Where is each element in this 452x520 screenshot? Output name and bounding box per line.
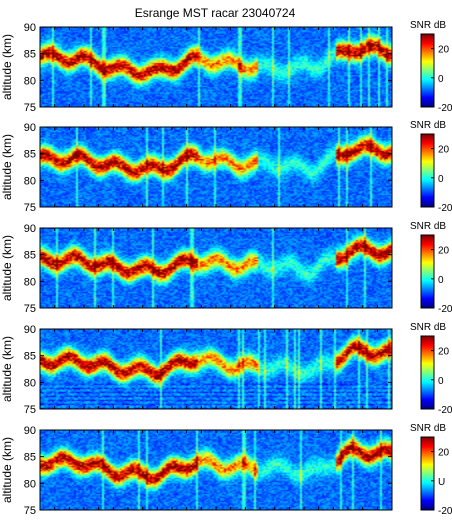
y-tick-label: 75: [24, 102, 36, 114]
colorbar-tick-label: -20: [438, 203, 452, 214]
y-tick-label: 90: [24, 22, 36, 34]
y-tick-label: 80: [24, 377, 36, 389]
colorbar-tick-label: 20: [438, 45, 450, 56]
y-axis-label: altitude (km): [0, 235, 14, 301]
y-tick-label: 85: [24, 149, 36, 161]
colorbar-tick-label: -20: [438, 405, 452, 416]
y-tick-label: 75: [24, 404, 36, 416]
snr-heatmap-1: [40, 27, 392, 107]
colorbar-4: [421, 336, 434, 409]
snr-heatmap-2: [40, 127, 392, 207]
colorbar-tick-label: 0: [438, 174, 444, 185]
colorbar-label: SNR dB: [410, 423, 446, 434]
y-tick-label: 85: [24, 351, 36, 363]
colorbar-tick-label: 0: [438, 275, 444, 286]
colorbar-tick-label: -20: [438, 304, 452, 315]
y-tick-label: 90: [24, 425, 36, 437]
colorbar-tick-label: 20: [438, 145, 450, 156]
colorbar-label: SNR dB: [410, 221, 446, 232]
y-tick-label: 85: [24, 452, 36, 464]
snr-heatmap-5: [40, 430, 392, 510]
snr-heatmap-3: [40, 228, 392, 308]
colorbar-frame: [420, 234, 435, 309]
y-tick-label: 75: [24, 202, 36, 214]
colorbar-1: [421, 34, 434, 107]
colorbar-label: SNR dB: [410, 120, 446, 131]
snr-heatmap-4: [40, 329, 392, 409]
y-tick-label: 80: [24, 276, 36, 288]
y-tick-label: 80: [24, 175, 36, 187]
figure-title: Esrange MST racar 23040724: [135, 6, 296, 20]
colorbar-label: SNR dB: [410, 322, 446, 333]
y-tick-label: 75: [24, 303, 36, 315]
colorbar-tick-label: 0: [438, 376, 444, 387]
colorbar-frame: [420, 33, 435, 108]
y-tick-label: 90: [24, 122, 36, 134]
colorbar-2: [421, 134, 434, 207]
y-axis-label: altitude (km): [0, 437, 14, 503]
colorbar-tick-label: U: [438, 477, 445, 488]
colorbar-tick-label: 20: [438, 246, 450, 257]
y-tick-label: 90: [24, 223, 36, 235]
colorbar-tick-label: 0: [438, 74, 444, 85]
colorbar-3: [421, 235, 434, 308]
colorbar-frame: [420, 133, 435, 208]
colorbar-frame: [420, 335, 435, 410]
colorbar-5: [421, 437, 434, 510]
colorbar-tick-label: -20: [438, 506, 452, 517]
y-tick-label: 90: [24, 324, 36, 336]
y-axis-label: altitude (km): [0, 336, 14, 402]
y-tick-label: 80: [24, 75, 36, 87]
colorbar-frame: [420, 436, 435, 511]
y-tick-label: 85: [24, 250, 36, 262]
colorbar-tick-label: 20: [438, 347, 450, 358]
colorbar-tick-label: 20: [438, 448, 450, 459]
colorbar-tick-label: -20: [438, 103, 452, 114]
y-axis-label: altitude (km): [0, 34, 14, 100]
y-tick-label: 85: [24, 49, 36, 61]
y-axis-label: altitude (km): [0, 134, 14, 200]
y-tick-label: 75: [24, 505, 36, 517]
y-tick-label: 80: [24, 478, 36, 490]
colorbar-label: SNR dB: [410, 20, 446, 31]
